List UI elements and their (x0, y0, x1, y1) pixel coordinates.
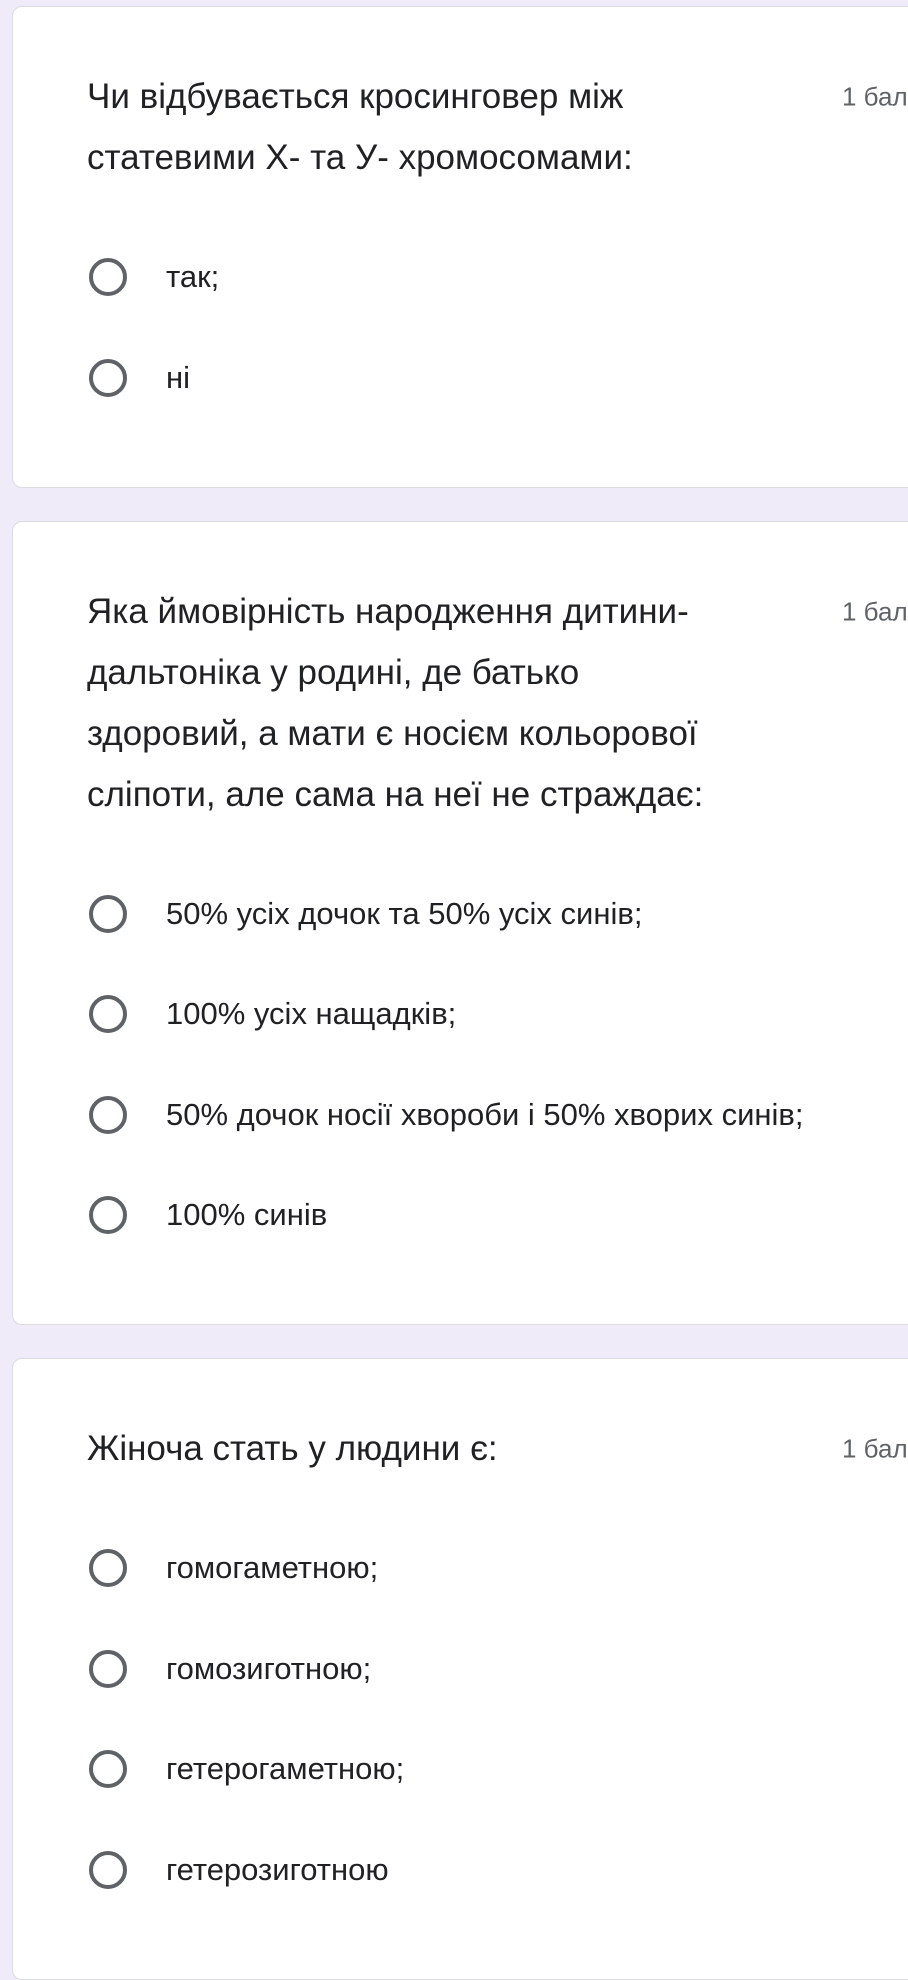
question-text: Яка ймовірність народження дитини- (87, 591, 689, 631)
question-card: Чи відбувається кросинговер між статевими… (12, 6, 908, 488)
radio-button[interactable] (89, 1095, 127, 1134)
option-label[interactable]: 50% усіх дочок та 50% усіх синів; (166, 895, 643, 931)
question-card: Жіноча стать у людини є: 1 бал гомогаметно… (12, 1358, 908, 1980)
radio-button[interactable] (89, 995, 127, 1033)
option-label[interactable]: гомозиготною; (166, 1650, 372, 1686)
question-text: дальтоніка у родині, де батько (87, 652, 580, 692)
option-label[interactable]: ні (166, 359, 191, 395)
option-label[interactable]: так; (166, 259, 220, 294)
question-text: статевими Х- та У- хромосомами: (87, 138, 633, 177)
option-label[interactable]: гетерозиготною (166, 1851, 389, 1887)
question-text: здоровий, а мати є носієм кольорової (87, 713, 698, 753)
points: 1 бал (842, 596, 908, 626)
question-card: Яка ймовірність народження дитини-дальто… (12, 520, 908, 1325)
radio-button[interactable] (89, 1750, 127, 1788)
radio-button[interactable] (89, 1850, 127, 1889)
question-text: сліпоти, але сама на неї не страждає: (87, 774, 704, 814)
option-label[interactable]: гомогаметною; (166, 1550, 379, 1585)
radio-button[interactable] (89, 1196, 127, 1234)
radio-button[interactable] (89, 1649, 127, 1688)
radio-button[interactable] (89, 258, 127, 296)
radio-button[interactable] (89, 894, 127, 933)
points: 1 бал (842, 1433, 908, 1464)
option-label[interactable]: гетерогаметною; (166, 1751, 405, 1786)
page: Чи відбувається кросинговер між статевими… (12, 6, 908, 1980)
radio-button[interactable] (89, 1549, 127, 1587)
radio-button[interactable] (89, 358, 127, 397)
points: 1 бал (842, 81, 908, 112)
option-label[interactable]: 100% синів (166, 1197, 328, 1232)
question-text: Жіноча стать у людини є: (87, 1429, 498, 1468)
option-label[interactable]: 100% усіх нащадків; (166, 996, 457, 1031)
option-label[interactable]: 50% дочок носії хвороби і 50% хворих син… (166, 1096, 804, 1132)
question-text: Чи відбувається кросинговер між (87, 77, 624, 116)
